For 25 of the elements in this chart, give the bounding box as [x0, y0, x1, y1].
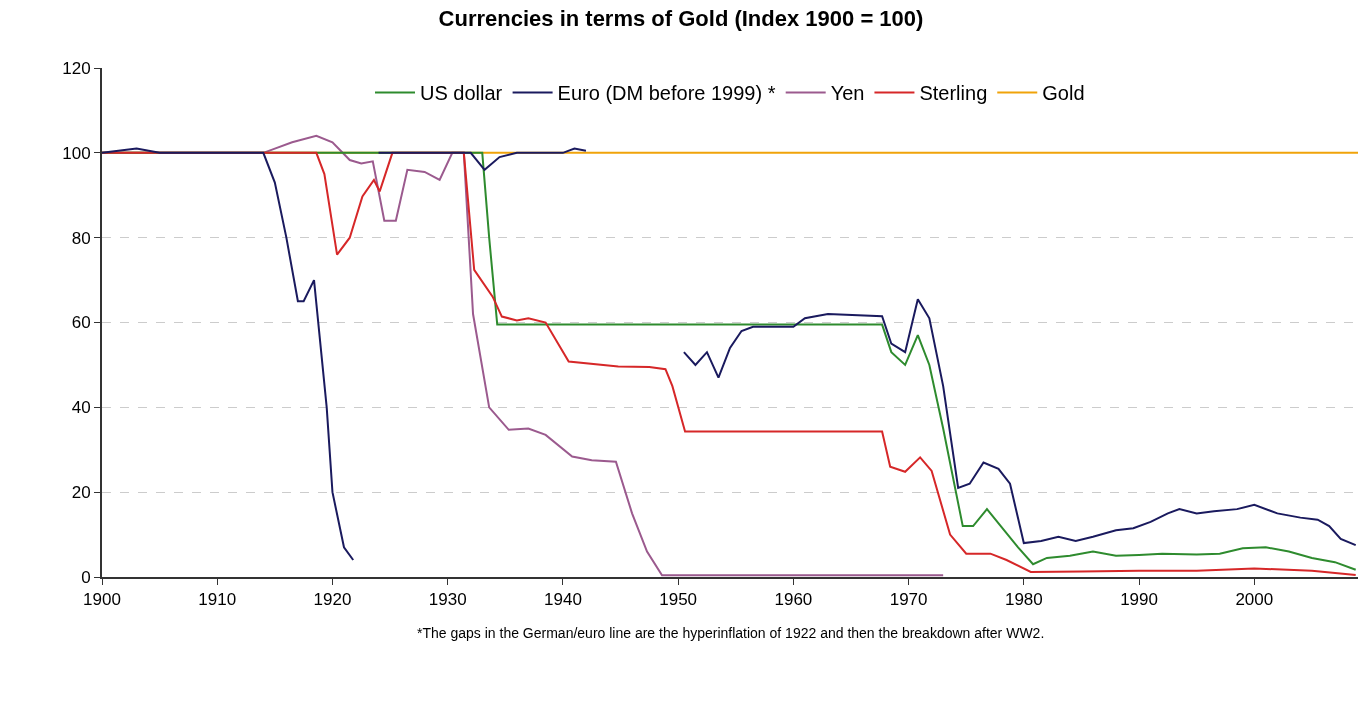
y-tick-label: 20	[71, 483, 91, 503]
legend-label: Sterling	[919, 82, 988, 105]
x-tick-label: 1970	[889, 590, 928, 610]
text: *The gaps in the German/euro line are the hyperinflation of 1922 and then the breakdown after WW2.	[417, 625, 1045, 641]
x-tick-label: 1900	[83, 590, 121, 610]
x-tick-label: 2000	[1235, 590, 1274, 610]
legend-label: Euro (DM before 1999) *	[557, 82, 776, 105]
y-tick-label: 40	[71, 398, 91, 418]
legend-label: US dollar	[420, 82, 503, 105]
x-tick-label: 1920	[313, 590, 352, 610]
y-tick-label: 80	[71, 228, 91, 248]
x-tick-label: 1930	[428, 590, 467, 610]
x-tick-label: 1960	[774, 590, 813, 610]
y-tick-label: 100	[62, 143, 91, 163]
x-tick-label: 1910	[198, 590, 237, 610]
legend-label: Gold	[1042, 82, 1085, 105]
legend-label: Yen	[830, 82, 865, 105]
y-tick-label: 120	[62, 58, 91, 78]
y-tick-label: 60	[71, 313, 91, 333]
x-tick-label: 1950	[659, 590, 698, 610]
y-tick-label: 0	[81, 567, 91, 587]
x-tick-label: 1940	[544, 590, 582, 610]
x-tick-label: 1980	[1004, 590, 1043, 610]
chart-title: Currencies in terms of Gold (Index 1900 = 100)	[438, 5, 924, 31]
x-tick-label: 1990	[1120, 590, 1158, 610]
